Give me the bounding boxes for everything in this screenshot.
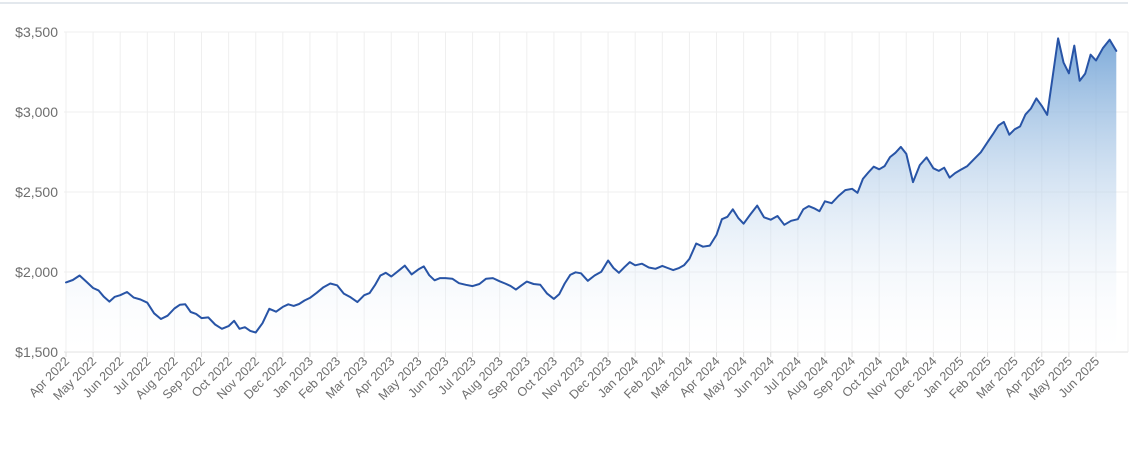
- y-axis-label: $3,500: [15, 24, 58, 40]
- y-axis-label: $2,000: [15, 264, 58, 280]
- y-axis-label: $2,500: [15, 184, 58, 200]
- plot-hover-area[interactable]: [66, 32, 1128, 352]
- price-line: [65, 37, 1118, 334]
- y-axis-label: $1,500: [15, 344, 58, 360]
- y-axis-label: $3,000: [15, 104, 58, 120]
- area-fill: [66, 38, 1117, 353]
